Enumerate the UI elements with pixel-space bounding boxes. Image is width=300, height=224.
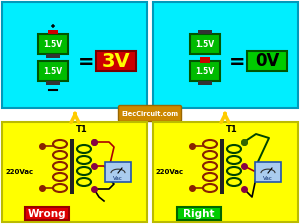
Text: Vac: Vac [113, 175, 123, 181]
Bar [255, 162, 281, 182]
Bar [247, 51, 287, 71]
Text: 1.5V: 1.5V [195, 67, 214, 75]
Bar [153, 2, 298, 108]
Bar [71, 138, 73, 194]
Text: 1.5V: 1.5V [195, 39, 214, 49]
Bar [177, 207, 221, 220]
Text: 220Vac: 220Vac [6, 169, 34, 175]
Text: 3V: 3V [102, 52, 130, 71]
Bar [2, 2, 147, 108]
Bar [46, 54, 60, 58]
Bar [220, 138, 221, 194]
Bar [73, 138, 74, 194]
Bar [96, 51, 136, 71]
Text: 1.5V: 1.5V [44, 67, 63, 75]
Bar [223, 138, 224, 194]
Text: Wrong: Wrong [28, 209, 66, 218]
Bar [190, 34, 220, 54]
Text: =: = [78, 52, 94, 71]
Bar [153, 122, 298, 222]
FancyBboxPatch shape [118, 106, 182, 121]
Bar [48, 30, 58, 34]
Text: 220Vac: 220Vac [156, 169, 184, 175]
Text: Right: Right [183, 209, 215, 218]
Bar [2, 122, 147, 222]
Bar [190, 61, 220, 81]
Text: T1: T1 [226, 125, 238, 134]
Bar [38, 34, 68, 54]
Text: Vac: Vac [263, 175, 273, 181]
Text: T1: T1 [76, 125, 88, 134]
Bar [70, 138, 71, 194]
Bar [200, 57, 210, 63]
Bar [221, 138, 223, 194]
Bar [25, 207, 69, 220]
Bar [105, 162, 131, 182]
Text: =: = [229, 52, 245, 71]
Bar [198, 81, 212, 85]
Text: 1.5V: 1.5V [44, 39, 63, 49]
Bar [198, 30, 212, 34]
Text: ElecCircuit.com: ElecCircuit.com [122, 110, 178, 116]
Bar [38, 61, 68, 81]
Bar [46, 81, 60, 85]
Text: 0V: 0V [255, 52, 279, 70]
